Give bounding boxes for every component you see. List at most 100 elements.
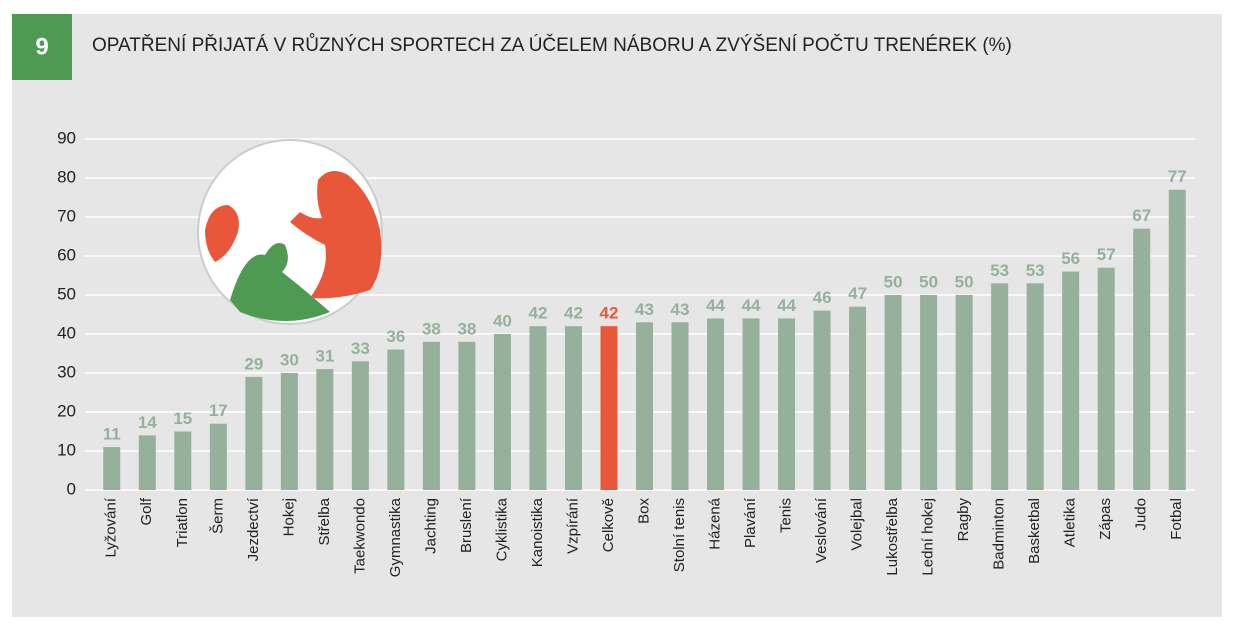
bar bbox=[813, 310, 831, 490]
bar bbox=[955, 295, 973, 490]
panel bbox=[12, 14, 1222, 617]
x-tick-label: Zápas bbox=[1097, 498, 1114, 540]
x-tick-label: Lední hokej bbox=[920, 498, 937, 576]
value-label: 56 bbox=[1061, 249, 1080, 268]
value-label: 77 bbox=[1168, 167, 1187, 186]
y-tick-label: 80 bbox=[57, 167, 76, 186]
value-label: 14 bbox=[138, 413, 157, 432]
x-tick-label: Lyžování bbox=[103, 497, 120, 557]
value-label: 50 bbox=[955, 272, 974, 291]
y-tick-label: 10 bbox=[57, 440, 76, 459]
x-tick-label: Basketbal bbox=[1026, 498, 1043, 564]
chart-title: OPATŘENÍ PŘIJATÁ V RŮZNÝCH SPORTECH ZA Ú… bbox=[92, 34, 1012, 56]
value-label: 43 bbox=[635, 300, 654, 319]
value-label: 11 bbox=[103, 425, 121, 444]
green-figure bbox=[230, 242, 330, 321]
x-tick-label: Jachting bbox=[422, 498, 439, 554]
value-label: 29 bbox=[244, 354, 263, 373]
bar bbox=[600, 326, 618, 490]
bar bbox=[245, 376, 263, 490]
bar bbox=[1133, 228, 1151, 490]
bar bbox=[920, 295, 938, 490]
value-label: 30 bbox=[280, 350, 299, 369]
bar bbox=[316, 369, 334, 490]
bar bbox=[1168, 189, 1186, 490]
y-tick-label: 0 bbox=[67, 479, 76, 498]
x-tick-label: Hokej bbox=[280, 498, 297, 536]
x-tick-label: Bruslení bbox=[458, 497, 475, 553]
value-label: 44 bbox=[706, 296, 725, 315]
x-tick-label: Plavání bbox=[742, 497, 759, 548]
figure-number-box bbox=[12, 14, 72, 80]
x-tick-label: Jezdectví bbox=[245, 497, 262, 561]
x-tick-label: Celkově bbox=[600, 498, 617, 552]
x-tick-label: Atletika bbox=[1062, 497, 1079, 547]
figure-number: 9 bbox=[35, 33, 48, 60]
value-label: 53 bbox=[1026, 261, 1045, 280]
bar bbox=[529, 326, 547, 490]
y-tick-label: 20 bbox=[57, 401, 76, 420]
value-label: 43 bbox=[671, 300, 690, 319]
y-tick-label: 40 bbox=[57, 323, 76, 342]
value-label: 31 bbox=[315, 347, 334, 366]
value-label: 57 bbox=[1097, 245, 1116, 264]
bar bbox=[742, 318, 760, 490]
y-tick-label: 60 bbox=[57, 245, 76, 264]
x-tick-label: Lukostřelba bbox=[884, 497, 901, 575]
value-label: 44 bbox=[777, 296, 796, 315]
x-tick-label: Házená bbox=[707, 497, 724, 549]
value-label: 42 bbox=[564, 304, 583, 323]
value-label: 42 bbox=[600, 304, 619, 323]
bar bbox=[174, 431, 192, 490]
value-label: 47 bbox=[848, 284, 867, 303]
bar bbox=[884, 295, 902, 490]
bar bbox=[387, 349, 405, 490]
x-tick-label: Gymnastika bbox=[387, 497, 404, 577]
bar bbox=[138, 435, 156, 490]
x-tick-label: Veslování bbox=[813, 497, 830, 563]
bar bbox=[458, 341, 476, 490]
x-tick-label: Stolní tenis bbox=[671, 498, 688, 572]
x-tick-label: Box bbox=[635, 498, 652, 524]
x-tick-label: Volejbal bbox=[849, 498, 866, 551]
value-label: 40 bbox=[493, 311, 512, 330]
value-label: 53 bbox=[990, 261, 1009, 280]
value-label: 17 bbox=[209, 401, 228, 420]
bar bbox=[564, 326, 582, 490]
x-tick-label: Střelba bbox=[316, 497, 333, 545]
x-tick-label: Kanoistika bbox=[529, 497, 546, 567]
value-label: 38 bbox=[457, 319, 476, 338]
x-tick-label: Taekwondo bbox=[351, 498, 368, 574]
y-tick-label: 70 bbox=[57, 206, 76, 225]
bar bbox=[209, 423, 227, 490]
bar bbox=[849, 306, 867, 490]
right-figure bbox=[290, 171, 382, 299]
x-tick-label: Golf bbox=[138, 497, 155, 525]
bar bbox=[671, 322, 689, 490]
x-tick-label: Badminton bbox=[991, 498, 1008, 570]
y-tick-label: 90 bbox=[57, 128, 76, 147]
x-tick-label: Judo bbox=[1133, 498, 1150, 531]
bar bbox=[493, 334, 511, 490]
bar bbox=[1026, 283, 1044, 490]
value-label: 50 bbox=[919, 272, 938, 291]
bar bbox=[636, 322, 653, 490]
x-tick-label: Tenis bbox=[778, 498, 795, 533]
x-tick-label: Ragby bbox=[955, 498, 972, 542]
left-figure bbox=[205, 205, 239, 262]
value-label: 38 bbox=[422, 319, 441, 338]
value-label: 46 bbox=[813, 288, 832, 307]
value-label: 50 bbox=[884, 272, 903, 291]
x-tick-label: Fotbal bbox=[1168, 498, 1185, 540]
value-label: 67 bbox=[1132, 206, 1151, 225]
value-label: 42 bbox=[528, 304, 547, 323]
bar bbox=[707, 318, 725, 490]
value-label: 15 bbox=[173, 409, 192, 428]
bar bbox=[280, 373, 298, 490]
bar bbox=[103, 447, 121, 490]
y-tick-label: 50 bbox=[57, 284, 76, 303]
x-tick-label: Šerm bbox=[209, 498, 226, 534]
x-tick-label: Triatlon bbox=[174, 498, 191, 547]
illustration bbox=[197, 139, 383, 325]
x-tick-label: Cyklistika bbox=[493, 497, 510, 561]
